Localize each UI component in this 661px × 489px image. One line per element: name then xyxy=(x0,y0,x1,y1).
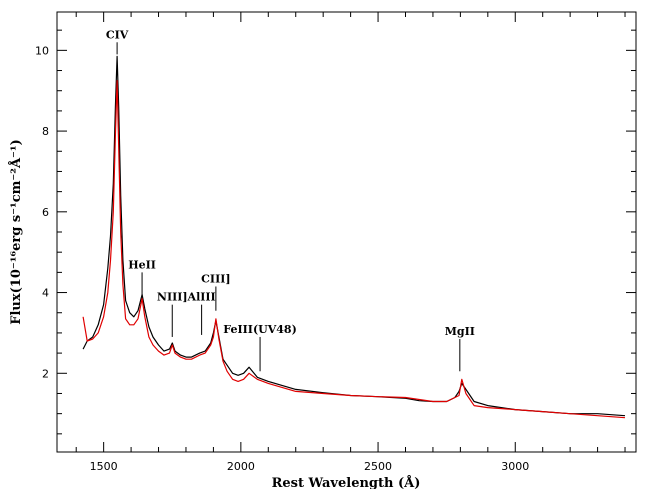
annotations-layer: CIV HeII NIII] AlIII CIII] FeIII(UV48) MgII xyxy=(106,28,475,372)
y-tick-label: 8 xyxy=(42,125,49,138)
y-tick-label: 10 xyxy=(35,44,49,57)
annotation-label: MgII xyxy=(445,325,475,338)
annotation-label: CIV xyxy=(106,28,129,41)
y-axis-label: Flux(10⁻¹⁶erg s⁻¹cm⁻²Å⁻¹) xyxy=(8,139,24,325)
series-layer xyxy=(82,55,626,419)
ticks-layer: 1500 2000 2500 3000 2 4 6 8 10 xyxy=(35,12,636,473)
x-tick-label: 1500 xyxy=(90,460,118,473)
annotation-label: HeII xyxy=(128,258,156,271)
y-tick-label: 4 xyxy=(42,287,49,300)
y-tick-label: 2 xyxy=(42,367,49,380)
spectrum-series-line-1 xyxy=(82,79,626,419)
x-axis-label: Rest Wavelength (Å) xyxy=(272,475,421,489)
annotation-label: FeIII(UV48) xyxy=(223,323,297,336)
x-tick-label: 2500 xyxy=(364,460,392,473)
annotation-label: NIII] xyxy=(157,291,188,304)
spectrum-series-line-0 xyxy=(82,55,626,417)
plot-frame xyxy=(56,11,637,453)
y-tick-label: 6 xyxy=(42,206,49,219)
annotation-label: AlIII xyxy=(187,291,216,304)
annotation-label: CIII] xyxy=(201,272,230,285)
x-tick-label: 3000 xyxy=(501,460,529,473)
x-tick-label: 2000 xyxy=(227,460,255,473)
